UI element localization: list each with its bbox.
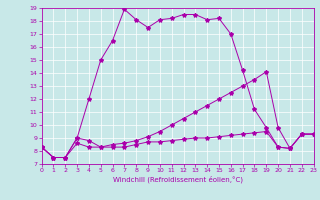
X-axis label: Windchill (Refroidissement éolien,°C): Windchill (Refroidissement éolien,°C) xyxy=(113,176,243,183)
